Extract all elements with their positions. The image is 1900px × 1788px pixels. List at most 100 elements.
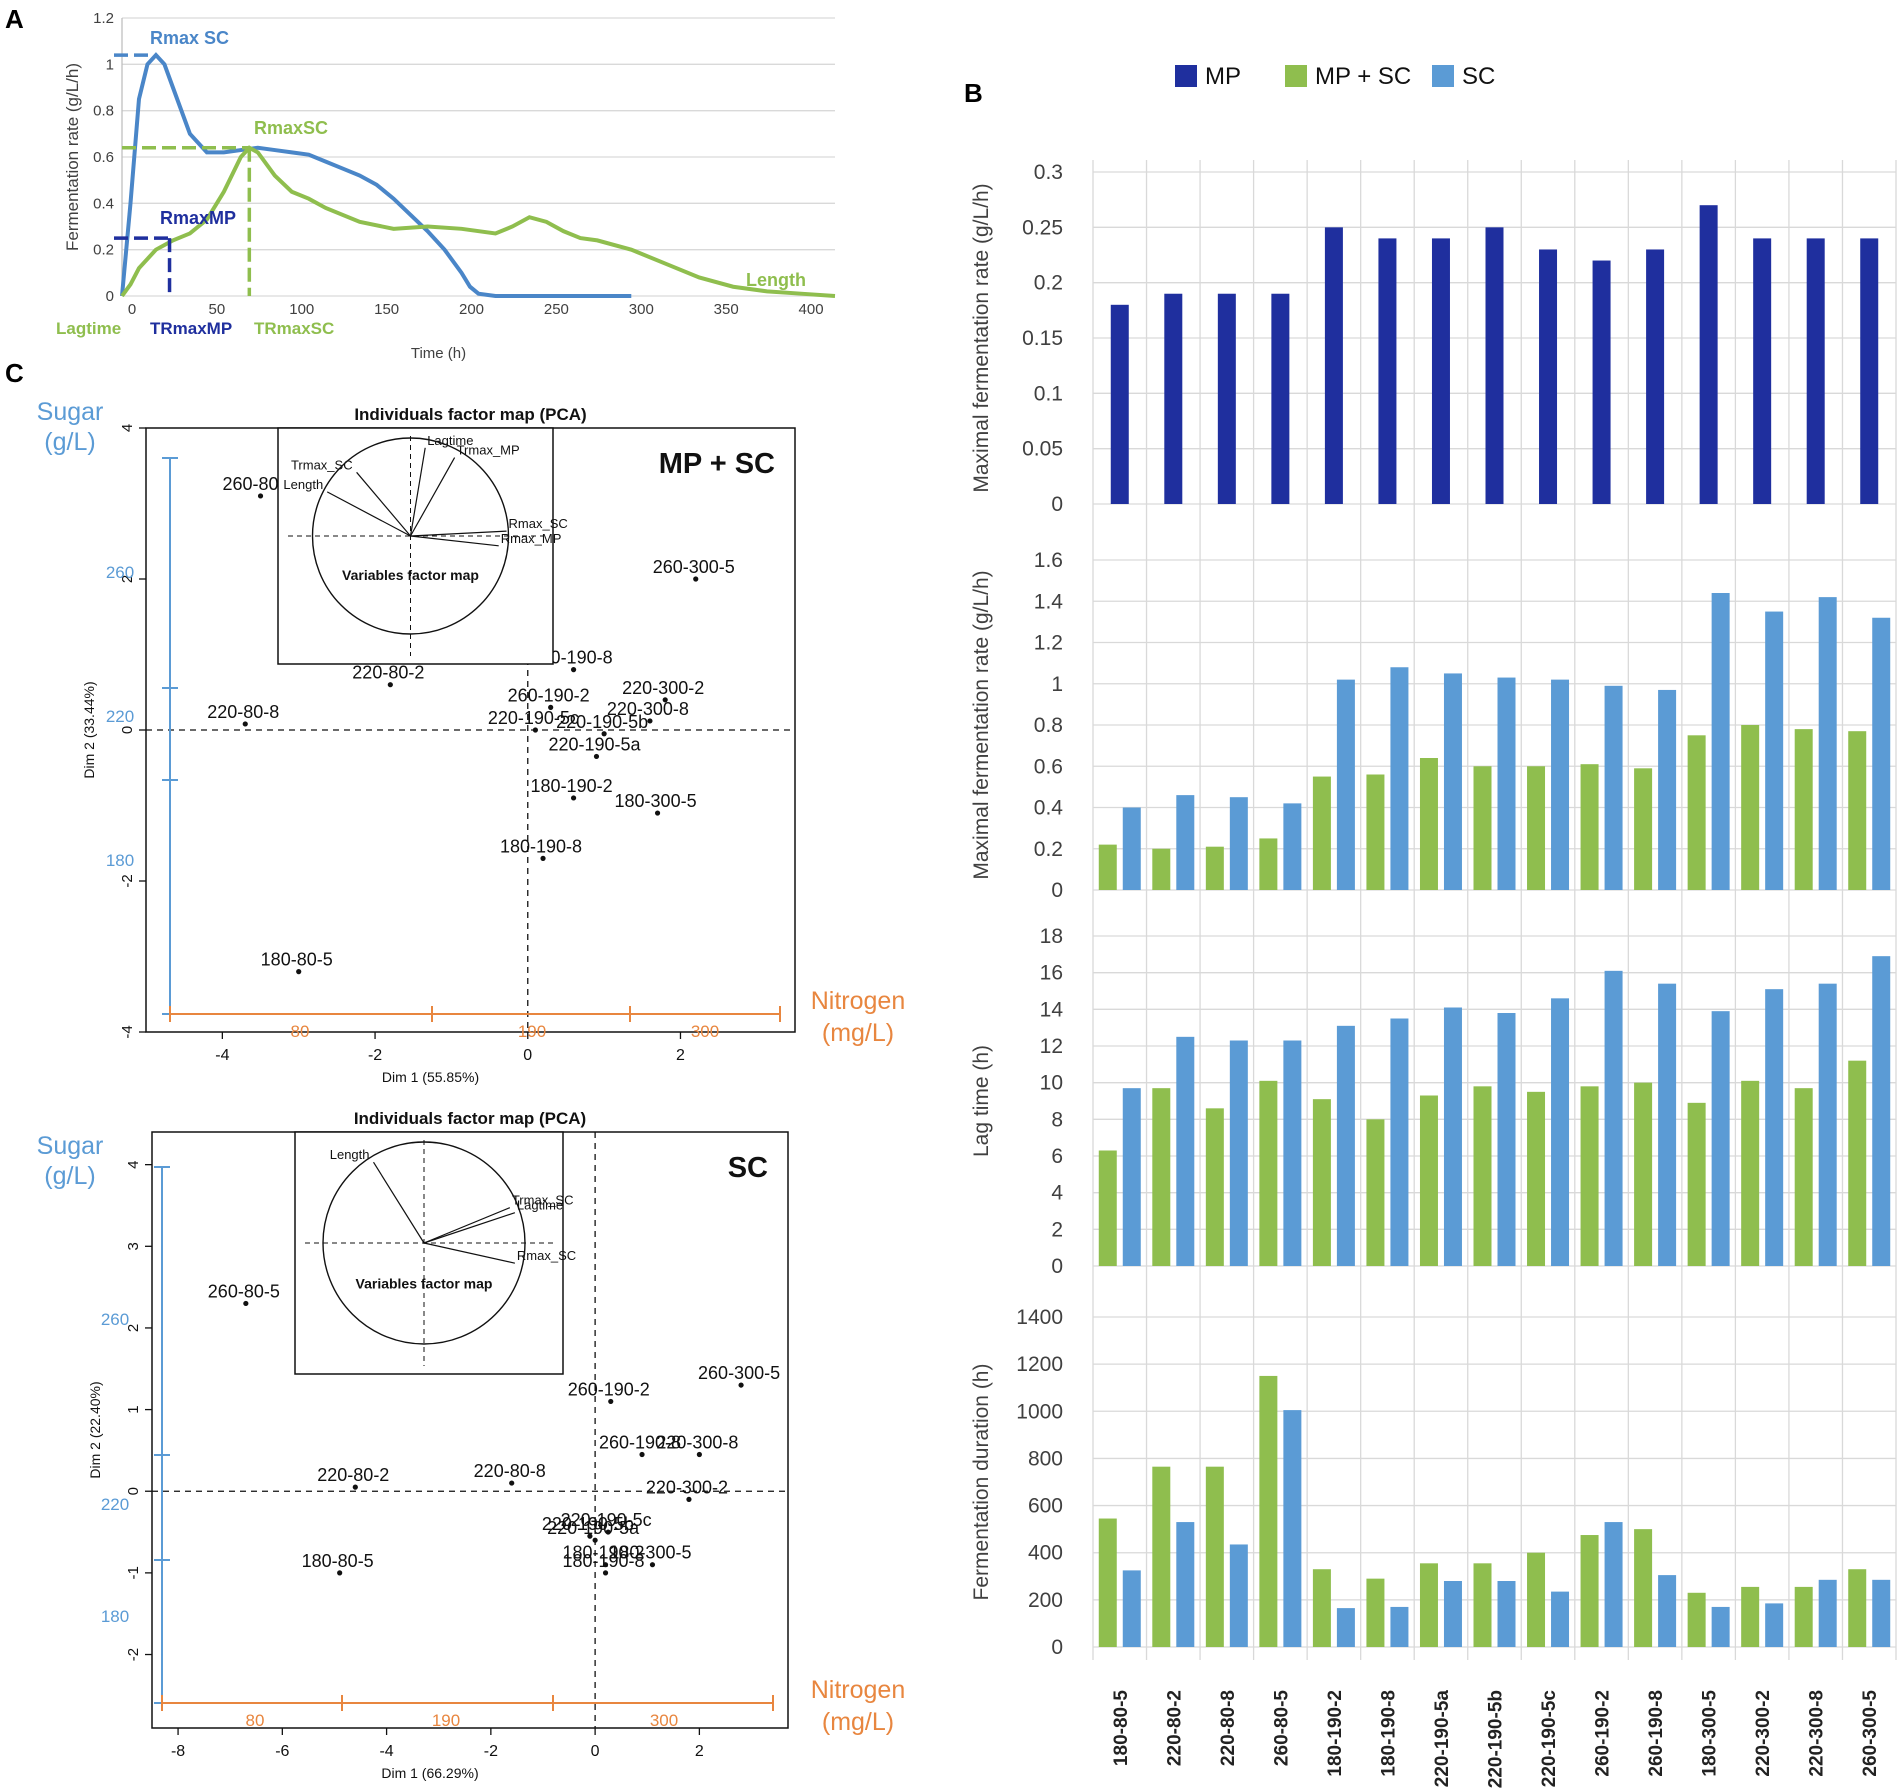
bar-mpsc — [1634, 768, 1653, 890]
x-tick-label-c: 0 — [523, 1047, 532, 1064]
bar-mpsc — [1848, 731, 1867, 890]
y-tick-label-b: 12 — [1040, 1035, 1063, 1058]
sugar-unit: (g/L) — [44, 428, 95, 456]
y-tick-label-a: 0.2 — [93, 242, 114, 259]
bar-sc — [1551, 998, 1570, 1266]
x-tick-label-c: -4 — [379, 1743, 393, 1760]
bar-sc — [1443, 673, 1462, 890]
category-label: 220-300-8 — [1807, 1690, 1828, 1777]
pca-group-tag: MP + SC — [659, 448, 775, 480]
pca-point-label: 220-300-2 — [646, 1477, 728, 1497]
bar-mpsc — [1152, 1466, 1171, 1647]
bar-mp — [1485, 227, 1504, 505]
bar-mpsc — [1098, 1518, 1117, 1647]
y-tick-label-b: 1200 — [1016, 1353, 1063, 1376]
y-tick-label-b: 0 — [1051, 1255, 1063, 1278]
category-label: 260-300-5 — [1860, 1690, 1881, 1777]
nitrogen-tick-label: 80 — [246, 1711, 265, 1730]
panel-label-a: A — [5, 4, 24, 34]
y-tick-label-a: 0 — [106, 288, 114, 305]
x-tick-label-c: -2 — [484, 1743, 498, 1760]
bar-sc — [1711, 1011, 1730, 1266]
bar-mpsc — [1848, 1569, 1867, 1647]
sugar-tick-label: 180 — [101, 1607, 129, 1626]
y-tick-label-c: 0 — [125, 1487, 142, 1495]
y-tick-label-b: 8 — [1051, 1108, 1063, 1131]
inset-vector-label: Length — [283, 477, 323, 492]
inset-vector-label: Lagtime — [427, 433, 473, 448]
y-tick-label-b: 0.8 — [1034, 714, 1063, 737]
legend-label: SC — [1462, 63, 1495, 90]
bar-mpsc — [1848, 1060, 1867, 1266]
y-tick-label-b: 0 — [1051, 879, 1063, 902]
y-tick-label-c: 4 — [119, 424, 136, 432]
bar-sc — [1497, 677, 1516, 890]
inset-title: Variables factor map — [356, 1275, 493, 1291]
pca-point-label: 220-80-2 — [317, 1465, 389, 1485]
bar-sc — [1765, 611, 1784, 890]
category-label: 220-190-5b — [1486, 1690, 1507, 1788]
bar-sc — [1176, 1036, 1195, 1266]
bar-sc — [1176, 1522, 1195, 1647]
annotation-label: TRmaxMP — [150, 319, 232, 338]
inset-vector-label: Trmax_SC — [291, 457, 353, 472]
pca-point — [649, 1562, 656, 1568]
bar-mpsc — [1580, 1086, 1599, 1266]
x-tick-label-c: -2 — [368, 1047, 382, 1064]
y-tick-label-b: 18 — [1040, 925, 1063, 948]
bar-mpsc — [1205, 1108, 1224, 1266]
nitrogen-unit: (mg/L) — [822, 1708, 894, 1736]
y-tick-label-b: 1.6 — [1034, 549, 1063, 572]
pca-point — [548, 704, 554, 710]
category-label: 220-80-8 — [1218, 1690, 1239, 1766]
y-tick-label-b: 0.2 — [1034, 838, 1063, 861]
bar-sc — [1872, 1579, 1891, 1647]
bar-mp — [1860, 238, 1879, 504]
pca-point — [686, 1496, 692, 1502]
panel-b-bar-charts: MP MP + SC SC 0 0.05 0.1 0.15 0.2 0.25 0.3 Maximal… — [970, 63, 1897, 1788]
bar-mpsc — [1205, 846, 1224, 890]
bar-mpsc — [1687, 1592, 1706, 1647]
x-tick-label-a: 200 — [459, 301, 484, 318]
y-tick-label-b: 200 — [1028, 1589, 1063, 1612]
bar-mpsc — [1419, 1095, 1438, 1266]
y-tick-label-b: 0.15 — [1022, 327, 1063, 350]
bar-mpsc — [1473, 1563, 1492, 1647]
bar-mpsc — [1687, 1102, 1706, 1266]
x-axis-title-c: Dim 1 (55.85%) — [382, 1069, 479, 1085]
pca-point — [693, 576, 699, 582]
x-tick-label-a: 350 — [714, 301, 739, 318]
bar-mpsc — [1419, 1563, 1438, 1647]
y-axis-title-c: Dim 2 (22.40%) — [87, 1381, 103, 1478]
bar-mp — [1699, 205, 1718, 504]
inset-vector — [409, 447, 426, 537]
bar-mpsc — [1527, 1552, 1546, 1647]
nitrogen-title: Nitrogen — [811, 987, 906, 1015]
y-tick-label-c: 0 — [119, 726, 136, 734]
bar-mp — [1806, 238, 1825, 504]
bar-sc — [1497, 1013, 1516, 1266]
bar-sc — [1658, 689, 1677, 890]
sugar-tick-label: 220 — [101, 1495, 129, 1514]
bar-sc — [1229, 797, 1248, 890]
pca-title: Individuals factor map (PCA) — [354, 405, 586, 424]
pca-point — [662, 697, 668, 703]
pca-point-label: 180-190-8 — [500, 836, 582, 856]
y-tick-label-b: 1000 — [1016, 1400, 1063, 1423]
bar-sc — [1336, 1025, 1355, 1266]
x-axis-title-c: Dim 1 (66.29%) — [381, 1765, 478, 1781]
x-tick-label-a: 150 — [374, 301, 399, 318]
bar-sc — [1818, 1579, 1837, 1647]
y-tick-label-c: -1 — [125, 1566, 142, 1579]
bar-sc — [1711, 1606, 1730, 1647]
bar-sc — [1604, 1522, 1623, 1647]
bar-sc — [1765, 1603, 1784, 1647]
y-tick-label-b: 0 — [1051, 1636, 1063, 1659]
bar-mpsc — [1419, 758, 1438, 890]
bar-mpsc — [1794, 1586, 1813, 1647]
annotation-label: RmaxSC — [254, 118, 328, 138]
inset-vector — [423, 1212, 516, 1244]
pca-point-label: 220-80-8 — [207, 702, 279, 722]
pca-point-label: 220-300-8 — [656, 1432, 738, 1452]
